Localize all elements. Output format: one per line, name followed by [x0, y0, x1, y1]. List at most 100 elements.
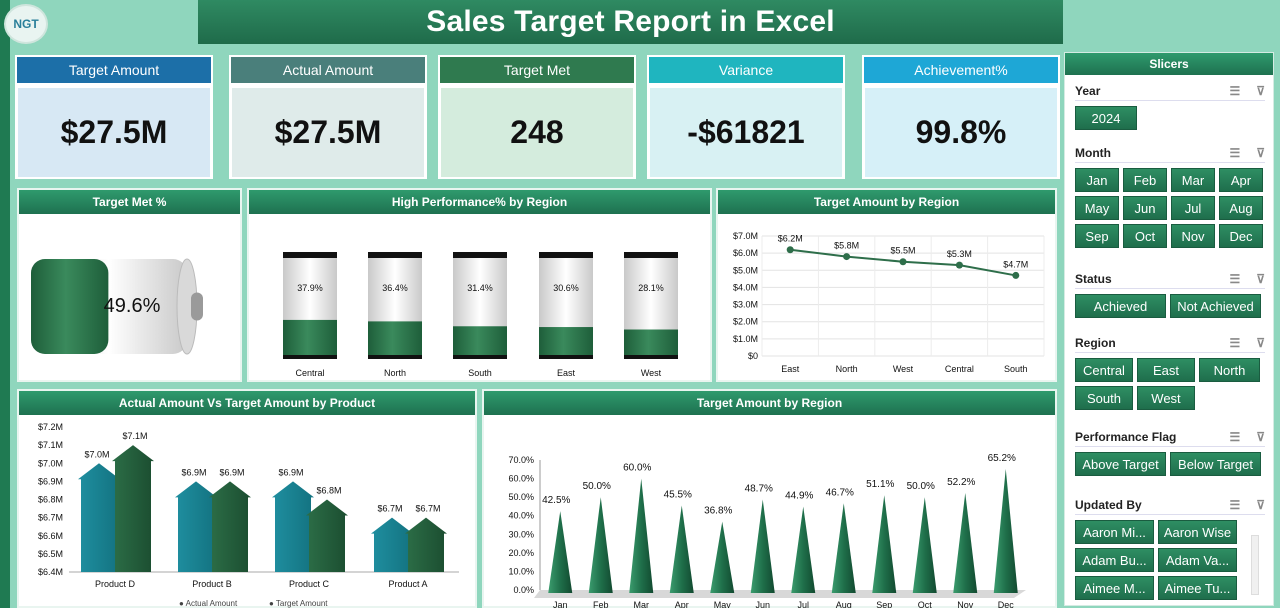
slicer-item-jun[interactable]: Jun — [1123, 196, 1167, 220]
cone-label: 50.0% — [583, 481, 611, 492]
slicer-item-below-target[interactable]: Below Target — [1170, 452, 1261, 476]
slicer-item-central[interactable]: Central — [1075, 358, 1133, 382]
slicer-item-aug[interactable]: Aug — [1219, 196, 1263, 220]
slicer-item-mar[interactable]: Mar — [1171, 168, 1215, 192]
cone-label: 51.1% — [866, 479, 894, 490]
kpi-value: $27.5M — [232, 88, 424, 177]
x-tick: Mar — [634, 600, 650, 608]
multi-select-icon[interactable]: ☰ — [1229, 497, 1241, 512]
cylinder-category: North — [384, 368, 406, 378]
battery-fill — [31, 259, 109, 354]
clear-filter-icon[interactable]: ⊽ — [1256, 429, 1265, 444]
arrow-target — [306, 499, 348, 572]
panel-title: High Performance% by Region — [249, 190, 710, 214]
panel-high-performance: High Performance% by Region 37.9% Central… — [247, 188, 712, 382]
slicer-icons: ☰ ⊽ — [1229, 84, 1265, 98]
legend-target: ● Target Amount — [269, 599, 328, 608]
point-label: $6.2M — [778, 234, 803, 244]
clear-filter-icon[interactable]: ⊽ — [1256, 145, 1265, 160]
slicer-item-apr[interactable]: Apr — [1219, 168, 1263, 192]
slicer-item-adam-va-[interactable]: Adam Va... — [1158, 548, 1237, 572]
slicer-item-2024[interactable]: 2024 — [1075, 106, 1137, 130]
slicer-updated-by: Updated By ☰ ⊽ Aaron Mi... Aaron Wise Adam Bu… — [1075, 495, 1265, 600]
slicer-item-south[interactable]: South — [1075, 386, 1133, 410]
slicer-item-jul[interactable]: Jul — [1171, 196, 1215, 220]
slicer-label: Updated By — [1075, 497, 1142, 512]
cylinder-base — [368, 355, 422, 359]
y-tick: $6.0M — [733, 248, 758, 258]
multi-select-icon[interactable]: ☰ — [1229, 83, 1241, 98]
battery-chart: 49.6% — [31, 258, 203, 355]
x-tick: May — [714, 600, 732, 608]
line-point — [955, 261, 963, 269]
cylinder-fill — [368, 321, 422, 357]
cone-jan — [548, 511, 573, 593]
x-tick: Jun — [755, 600, 770, 608]
multi-select-icon[interactable]: ☰ — [1229, 335, 1241, 350]
slicer-item-may[interactable]: May — [1075, 196, 1119, 220]
clear-filter-icon[interactable]: ⊽ — [1256, 497, 1265, 512]
slicer-item-sep[interactable]: Sep — [1075, 224, 1119, 248]
slicer-item-aaron-wise[interactable]: Aaron Wise — [1158, 520, 1237, 544]
slicer-item-dec[interactable]: Dec — [1219, 224, 1263, 248]
cylinder-value: 28.1% — [638, 283, 664, 293]
cylinder-value: 36.4% — [382, 283, 408, 293]
slicer-scrollbar[interactable] — [1251, 535, 1259, 595]
x-tick: Feb — [593, 600, 609, 608]
x-tick: Oct — [918, 600, 933, 608]
y-tick: $2.0M — [733, 317, 758, 327]
actual-label: $6.9M — [278, 467, 303, 477]
arrow-target — [112, 445, 154, 572]
y-tick: $7.1M — [38, 440, 63, 450]
cone-label: 44.9% — [785, 491, 813, 502]
left-strip — [0, 0, 10, 608]
x-tick: Nov — [957, 600, 974, 608]
slicer-item-above-target[interactable]: Above Target — [1075, 452, 1166, 476]
cylinder-cap — [453, 252, 507, 258]
cylinder-base — [624, 355, 678, 359]
slicer-item-aimee-m-[interactable]: Aimee M... — [1075, 576, 1154, 600]
kpi-card-actual-amount: Actual Amount $27.5M — [229, 55, 427, 179]
page-title: Sales Target Report in Excel — [426, 5, 835, 38]
multi-select-icon[interactable]: ☰ — [1229, 145, 1241, 160]
slicer-label: Performance Flag — [1075, 429, 1177, 444]
slicer-title: Region ☰ ⊽ — [1075, 333, 1265, 353]
cone-dec — [993, 468, 1018, 593]
slicer-item-west[interactable]: West — [1137, 386, 1195, 410]
slicer-item-adam-bu-[interactable]: Adam Bu... — [1075, 548, 1154, 572]
slicer-item-east[interactable]: East — [1137, 358, 1195, 382]
y-tick: 50.0% — [508, 492, 534, 502]
cone-label: 36.8% — [704, 506, 732, 517]
slicer-item-aaron-mi-[interactable]: Aaron Mi... — [1075, 520, 1154, 544]
slicer-region: Region ☰ ⊽ Central East North South West — [1075, 333, 1265, 410]
cylinder-value: 31.4% — [467, 283, 493, 293]
cylinder-cap — [283, 252, 337, 258]
arrow-target — [209, 481, 251, 572]
x-tick: Dec — [998, 600, 1015, 608]
slicer-item-oct[interactable]: Oct — [1123, 224, 1167, 248]
x-tick: East — [781, 364, 800, 374]
slicer-item-not-achieved[interactable]: Not Achieved — [1170, 294, 1261, 318]
slicer-item-feb[interactable]: Feb — [1123, 168, 1167, 192]
kpi-label: Target Met — [440, 57, 634, 83]
clear-filter-icon[interactable]: ⊽ — [1256, 83, 1265, 98]
multi-select-icon[interactable]: ☰ — [1229, 271, 1241, 286]
slicer-item-jan[interactable]: Jan — [1075, 168, 1119, 192]
kpi-card-achievement: Achievement% 99.8% — [862, 55, 1060, 179]
clear-filter-icon[interactable]: ⊽ — [1256, 335, 1265, 350]
slicer-item-aimee-tu-[interactable]: Aimee Tu... — [1158, 576, 1237, 600]
slicer-year: Year ☰ ⊽ 2024 — [1075, 81, 1265, 130]
slicer-item-achieved[interactable]: Achieved — [1075, 294, 1166, 318]
panel-target-region-line: Target Amount by Region $7.0M $6.0M $5.0M $… — [716, 188, 1057, 382]
x-tick: Product A — [388, 579, 427, 589]
multi-select-icon[interactable]: ☰ — [1229, 429, 1241, 444]
clear-filter-icon[interactable]: ⊽ — [1256, 271, 1265, 286]
cylinder-category: East — [557, 368, 576, 378]
slicer-item-nov[interactable]: Nov — [1171, 224, 1215, 248]
cone-label: 50.0% — [907, 481, 935, 492]
battery-label: 49.6% — [104, 295, 161, 317]
cone-feb — [588, 497, 613, 593]
slicer-month: Month ☰ ⊽ Jan Feb Mar Apr May Jun Jul Aug Sep Oct Nov… — [1075, 143, 1265, 248]
slicer-item-north[interactable]: North — [1199, 358, 1260, 382]
line-point — [786, 246, 794, 254]
